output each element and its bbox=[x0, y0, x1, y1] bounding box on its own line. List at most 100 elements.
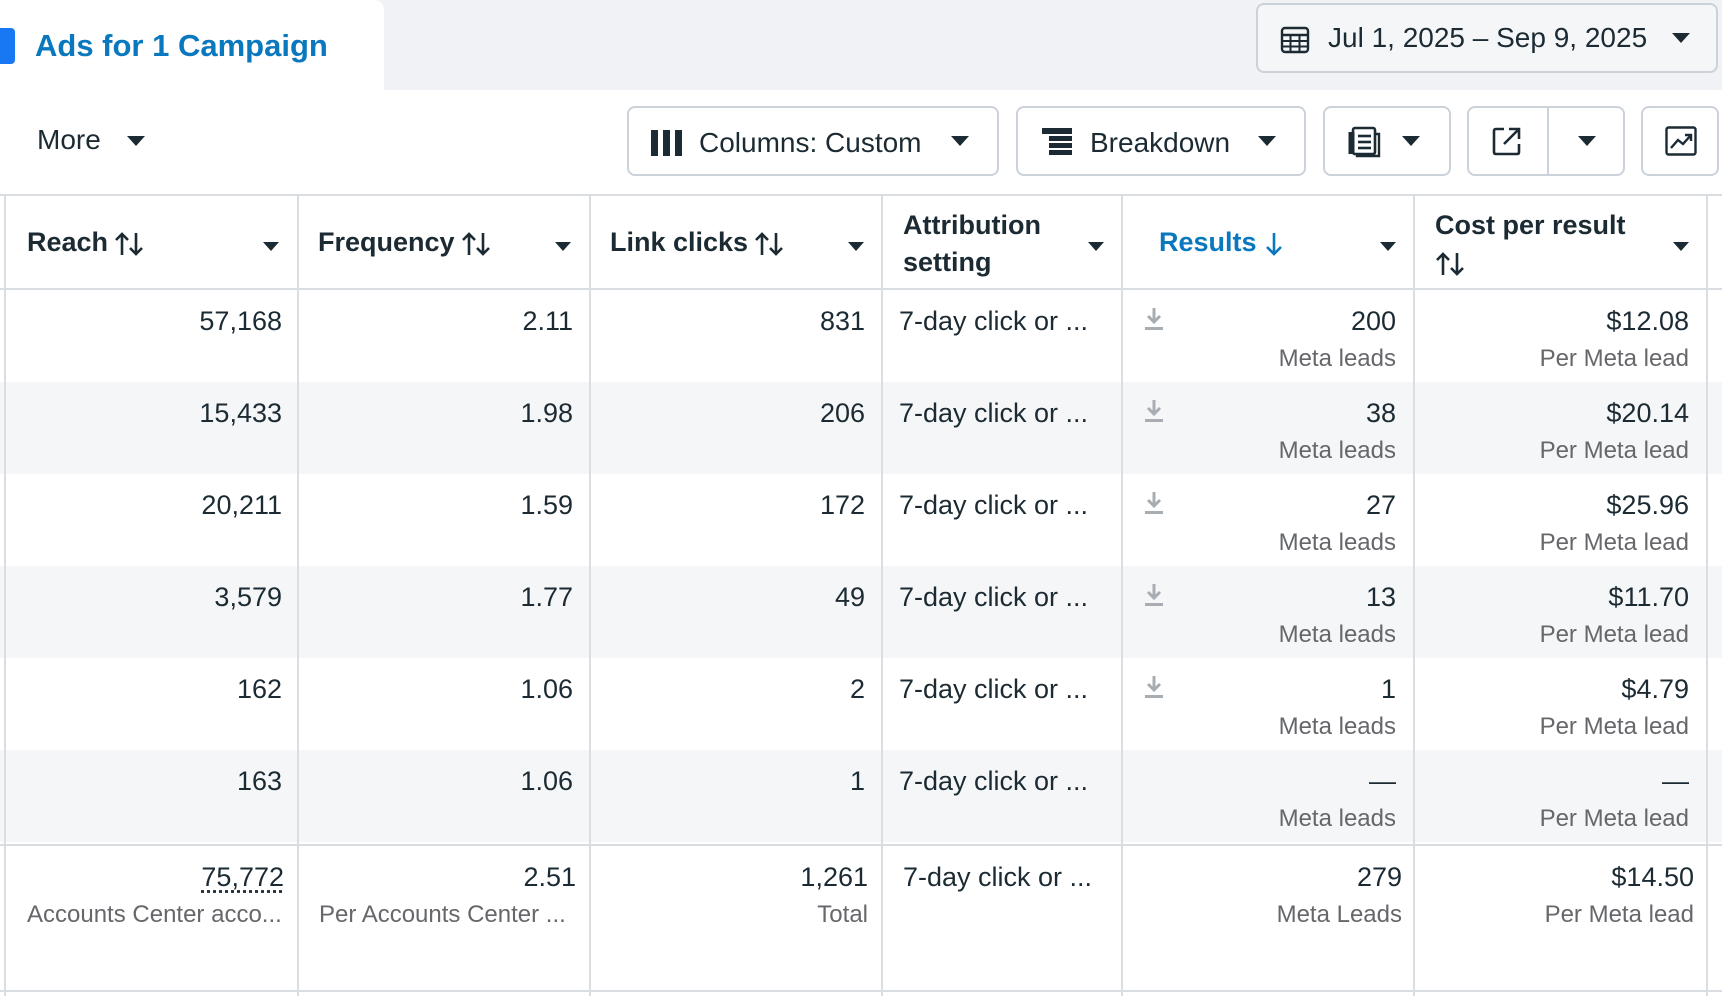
column-divider[interactable] bbox=[589, 194, 591, 996]
chevron-down-icon[interactable] bbox=[127, 136, 145, 146]
results-value: 1 bbox=[1380, 674, 1396, 704]
cost-sub: Per Meta lead bbox=[1539, 345, 1689, 372]
export-button-group bbox=[1467, 106, 1625, 176]
table-row[interactable]: 57,168 2.11 831 7-day click or ... 200 Meta l… bbox=[0, 290, 1722, 382]
download-icon bbox=[1144, 307, 1164, 336]
column-header-results[interactable]: Results bbox=[1123, 196, 1413, 290]
chevron-down-icon bbox=[1672, 33, 1690, 43]
column-header-cost-per-result[interactable]: Cost per result bbox=[1415, 196, 1722, 290]
columns-icon bbox=[651, 130, 682, 156]
date-range-picker[interactable]: Jul 1, 2025 – Sep 9, 2025 bbox=[1256, 3, 1718, 73]
column-header-frequency[interactable]: Frequency bbox=[299, 196, 589, 290]
attribution-value: 7-day click or ... bbox=[899, 398, 1089, 428]
link-clicks-value: 49 bbox=[834, 582, 865, 612]
link-clicks-value: 1 bbox=[849, 766, 865, 796]
results-sub: Meta leads bbox=[1278, 345, 1396, 372]
reports-button[interactable] bbox=[1323, 106, 1451, 176]
column-divider[interactable] bbox=[1121, 194, 1123, 996]
export-dropdown-button[interactable] bbox=[1549, 108, 1625, 174]
results-value: 27 bbox=[1365, 490, 1396, 520]
toolbar: More Columns: Custom Breakdown bbox=[0, 90, 1722, 194]
cost-value: — bbox=[1662, 766, 1689, 796]
attribution-value: 7-day click or ... bbox=[899, 490, 1089, 520]
frequency-value: 1.06 bbox=[520, 766, 573, 796]
results-sub: Meta leads bbox=[1278, 529, 1396, 556]
trend-chart-icon bbox=[1665, 126, 1697, 156]
link-clicks-value: 206 bbox=[819, 398, 865, 428]
column-header-label: Reach bbox=[27, 227, 109, 257]
column-header-link-clicks[interactable]: Link clicks bbox=[591, 196, 881, 290]
table-header: Reach Frequency Link clicks Attribution … bbox=[0, 194, 1722, 290]
chevron-down-icon[interactable] bbox=[1088, 242, 1104, 251]
results-value: 200 bbox=[1350, 306, 1396, 336]
table-row[interactable]: 3,579 1.77 49 7-day click or ... 13 Meta lead… bbox=[0, 566, 1722, 658]
cost-value: $20.14 bbox=[1606, 398, 1689, 428]
attribution-value: 7-day click or ... bbox=[899, 674, 1089, 704]
total-link-clicks: 1,261 bbox=[800, 862, 868, 892]
sort-icon bbox=[461, 232, 490, 256]
column-header-attribution[interactable]: Attribution setting bbox=[883, 196, 1121, 290]
results-value: 38 bbox=[1365, 398, 1396, 428]
cost-value: $11.70 bbox=[1608, 582, 1689, 612]
link-clicks-value: 172 bbox=[819, 490, 865, 520]
results-sub: Meta leads bbox=[1278, 805, 1396, 832]
reach-value: 3,579 bbox=[214, 582, 282, 612]
reach-value: 57,168 bbox=[199, 306, 282, 336]
breakdown-button[interactable]: Breakdown bbox=[1016, 106, 1306, 176]
export-icon bbox=[1492, 127, 1521, 156]
link-clicks-value: 831 bbox=[819, 306, 865, 336]
column-divider bbox=[4, 194, 6, 996]
divider bbox=[1547, 108, 1549, 174]
column-header-label: Frequency bbox=[318, 227, 455, 257]
cost-sub: Per Meta lead bbox=[1539, 805, 1689, 832]
chevron-down-icon bbox=[1578, 136, 1596, 146]
table-row[interactable]: 20,211 1.59 172 7-day click or ... 27 Meta le… bbox=[0, 474, 1722, 566]
export-button[interactable] bbox=[1469, 108, 1547, 174]
top-bar: Ads for 1 Campaign Jul 1, 2025 – Sep 9, … bbox=[0, 0, 1722, 90]
download-icon bbox=[1144, 399, 1164, 428]
total-reach[interactable]: 75,772 bbox=[201, 862, 284, 892]
columns-button[interactable]: Columns: Custom bbox=[627, 106, 999, 176]
frequency-value: 1.98 bbox=[520, 398, 573, 428]
column-divider[interactable] bbox=[297, 194, 299, 996]
column-divider[interactable] bbox=[881, 194, 883, 996]
results-sub: Meta leads bbox=[1278, 437, 1396, 464]
results-sub: Meta leads bbox=[1278, 621, 1396, 648]
table-row[interactable]: 15,433 1.98 206 7-day click or ... 38 Meta le… bbox=[0, 382, 1722, 474]
breakdown-icon bbox=[1042, 128, 1072, 155]
download-icon bbox=[1144, 491, 1164, 520]
column-divider[interactable] bbox=[1413, 194, 1415, 996]
sort-descending-icon bbox=[1265, 232, 1282, 256]
tab-color-marker bbox=[0, 28, 15, 64]
reach-value: 15,433 bbox=[199, 398, 282, 428]
total-frequency-sub: Per Accounts Center ... bbox=[319, 901, 566, 928]
column-header-label: Results bbox=[1159, 227, 1257, 257]
chevron-down-icon[interactable] bbox=[1380, 242, 1396, 251]
total-reach-sub: Accounts Center acco... bbox=[27, 901, 282, 928]
cost-sub: Per Meta lead bbox=[1539, 713, 1689, 740]
results-sub: Meta leads bbox=[1278, 713, 1396, 740]
cost-sub: Per Meta lead bbox=[1539, 621, 1689, 648]
total-link-clicks-sub: Total bbox=[817, 901, 868, 928]
column-header-reach[interactable]: Reach bbox=[0, 196, 297, 290]
total-frequency: 2.51 bbox=[523, 862, 576, 892]
chevron-down-icon[interactable] bbox=[848, 242, 864, 251]
chevron-down-icon bbox=[1402, 136, 1420, 146]
chevron-down-icon[interactable] bbox=[263, 242, 279, 251]
campaign-tab[interactable]: Ads for 1 Campaign bbox=[0, 0, 384, 90]
chevron-down-icon[interactable] bbox=[1673, 242, 1689, 251]
attribution-value: 7-day click or ... bbox=[899, 306, 1089, 336]
attribution-value: 7-day click or ... bbox=[899, 582, 1089, 612]
charts-button[interactable] bbox=[1641, 106, 1719, 176]
table-row[interactable]: 163 1.06 1 7-day click or ... — Meta leads — Pe… bbox=[0, 750, 1722, 842]
download-icon bbox=[1144, 675, 1164, 704]
more-button[interactable]: More bbox=[37, 124, 101, 155]
table-row[interactable]: 162 1.06 2 7-day click or ... 1 Meta leads $4.… bbox=[0, 658, 1722, 750]
tab-title[interactable]: Ads for 1 Campaign bbox=[35, 28, 328, 63]
chevron-down-icon[interactable] bbox=[555, 242, 571, 251]
frequency-value: 1.59 bbox=[520, 490, 573, 520]
column-header-label-line2: setting bbox=[903, 247, 992, 277]
column-header-label: Cost per result bbox=[1435, 210, 1626, 240]
calendar-icon bbox=[1280, 26, 1310, 54]
cost-value: $12.08 bbox=[1606, 306, 1689, 336]
